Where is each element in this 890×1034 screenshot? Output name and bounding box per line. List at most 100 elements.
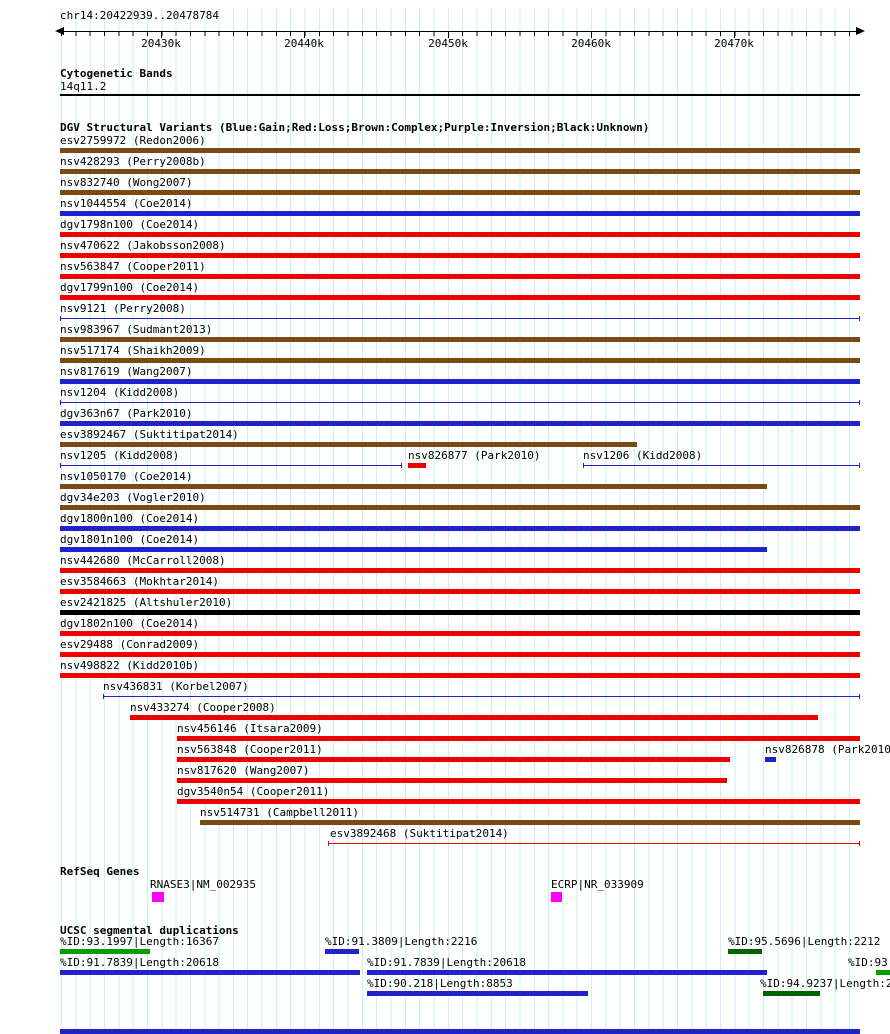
track-label: nsv826877 (Park2010) [408, 449, 541, 462]
variant-bar[interactable] [177, 778, 727, 783]
ruler-major-tick [448, 31, 449, 38]
variant-bar[interactable] [60, 631, 860, 636]
variant-bar[interactable] [60, 484, 767, 489]
track-label: nsv563848 (Cooper2011) [177, 743, 323, 756]
variant-bar[interactable] [60, 505, 860, 510]
variant-bar[interactable] [60, 673, 860, 678]
track-label: nsv817619 (Wang2007) [60, 365, 193, 378]
cytobands-title: Cytogenetic Bands [60, 67, 173, 80]
segdup-bar[interactable] [60, 949, 150, 954]
track-label: esv29488 (Conrad2009) [60, 638, 200, 651]
segdup-label: %ID:93. [848, 956, 890, 969]
variant-bar[interactable] [60, 379, 860, 384]
ruler-major-tick [734, 31, 735, 38]
variant-bar[interactable] [60, 295, 860, 300]
track-label: dgv1800n100 (Coe2014) [60, 512, 200, 525]
segdup-label: %ID:91.7839|Length:20618 [367, 956, 526, 969]
variant-bar[interactable] [177, 757, 730, 762]
track-label: esv3892468 (Suktitipat2014) [330, 827, 509, 840]
variant-bar[interactable] [177, 799, 860, 804]
gene-box[interactable] [152, 892, 164, 902]
track-label: dgv1799n100 (Coe2014) [60, 281, 200, 294]
variant-bar[interactable] [60, 253, 860, 258]
track-label: dgv34e203 (Vogler2010) [60, 491, 206, 504]
variant-bar[interactable] [60, 652, 860, 657]
track-label: nsv983967 (Sudmant2013) [60, 323, 213, 336]
track-label: nsv433274 (Cooper2008) [130, 701, 276, 714]
segdup-bar[interactable] [876, 970, 890, 975]
track-label: dgv1798n100 (Coe2014) [60, 218, 200, 231]
segdup-bar[interactable] [763, 991, 820, 996]
ruler-tick-label: 20470k [714, 37, 754, 50]
track-label: nsv1044554 (Coe2014) [60, 197, 193, 210]
segdup-bar[interactable] [325, 949, 359, 954]
ruler-tick-label: 20430k [141, 37, 181, 50]
variant-bar[interactable] [60, 526, 860, 531]
variant-bar[interactable] [765, 757, 776, 762]
variant-line[interactable] [60, 402, 860, 403]
refseq-title: RefSeq Genes [60, 865, 140, 878]
variant-line[interactable] [60, 465, 402, 466]
ruler-minor-ticks [61, 32, 861, 36]
variant-line[interactable] [60, 318, 860, 319]
variant-bar[interactable] [60, 148, 860, 153]
track-label: nsv1205 (Kidd2008) [60, 449, 180, 462]
segdup-bar[interactable] [367, 970, 767, 975]
variant-bar[interactable] [60, 421, 860, 426]
variant-bar[interactable] [60, 547, 767, 552]
variant-bar[interactable] [60, 442, 637, 447]
segdup-bar[interactable] [367, 991, 588, 996]
ruler-tick-label: 20440k [284, 37, 324, 50]
segdup-label: %ID:93.1997|Length:16367 [60, 935, 219, 948]
variant-bar[interactable] [60, 169, 860, 174]
track-label: nsv428293 (Perry2008b) [60, 155, 206, 168]
ruler-tick-label: 20450k [428, 37, 468, 50]
dgv-title: DGV Structural Variants (Blue:Gain;Red:L… [60, 121, 650, 134]
variant-line-end-tick [60, 463, 61, 468]
variant-bar[interactable] [408, 463, 426, 468]
track-label: nsv470622 (Jakobsson2008) [60, 239, 226, 252]
variant-bar[interactable] [60, 232, 860, 237]
gene-box[interactable] [551, 892, 562, 902]
segdup-bar-partial[interactable] [60, 1029, 860, 1034]
cytoband-bar [60, 94, 860, 96]
variant-line-end-tick [859, 463, 860, 468]
variant-bar[interactable] [60, 358, 860, 363]
variant-bar[interactable] [177, 736, 860, 741]
track-label: esv3584663 (Mokhtar2014) [60, 575, 219, 588]
track-label: dgv1802n100 (Coe2014) [60, 617, 200, 630]
variant-line-end-tick [859, 316, 860, 321]
variant-bar[interactable] [60, 589, 860, 594]
track-label: dgv1801n100 (Coe2014) [60, 533, 200, 546]
variant-line-end-tick [859, 694, 860, 699]
ruler-line [60, 31, 860, 32]
variant-line-end-tick [859, 400, 860, 405]
segdup-label: %ID:91.3809|Length:2216 [325, 935, 478, 948]
track-label: nsv826878 (Park2010) [765, 743, 890, 756]
variant-bar[interactable] [60, 211, 860, 216]
track-label: nsv1204 (Kidd2008) [60, 386, 180, 399]
variant-line[interactable] [328, 843, 860, 844]
track-label: nsv514731 (Campbell2011) [200, 806, 359, 819]
segdup-bar[interactable] [60, 970, 360, 975]
track-label: nsv817620 (Wang2007) [177, 764, 310, 777]
variant-bar[interactable] [60, 610, 860, 615]
ruler-major-tick [161, 31, 162, 38]
variant-bar[interactable] [60, 274, 860, 279]
variant-bar[interactable] [60, 190, 860, 195]
variant-line-end-tick [859, 841, 860, 846]
variant-bar[interactable] [130, 715, 818, 720]
variant-bar[interactable] [200, 820, 860, 825]
track-label: nsv442680 (McCarroll2008) [60, 554, 226, 567]
variant-line-end-tick [583, 463, 584, 468]
segdup-label: %ID:94.9237|Length:26 [760, 977, 890, 990]
track-label: nsv436831 (Korbel2007) [103, 680, 249, 693]
variant-line[interactable] [103, 696, 860, 697]
variant-bar[interactable] [60, 337, 860, 342]
segdup-bar[interactable] [728, 949, 762, 954]
variant-line[interactable] [583, 465, 860, 466]
variant-bar[interactable] [60, 568, 860, 573]
variant-line-end-tick [60, 316, 61, 321]
track-label: esv3892467 (Suktitipat2014) [60, 428, 239, 441]
